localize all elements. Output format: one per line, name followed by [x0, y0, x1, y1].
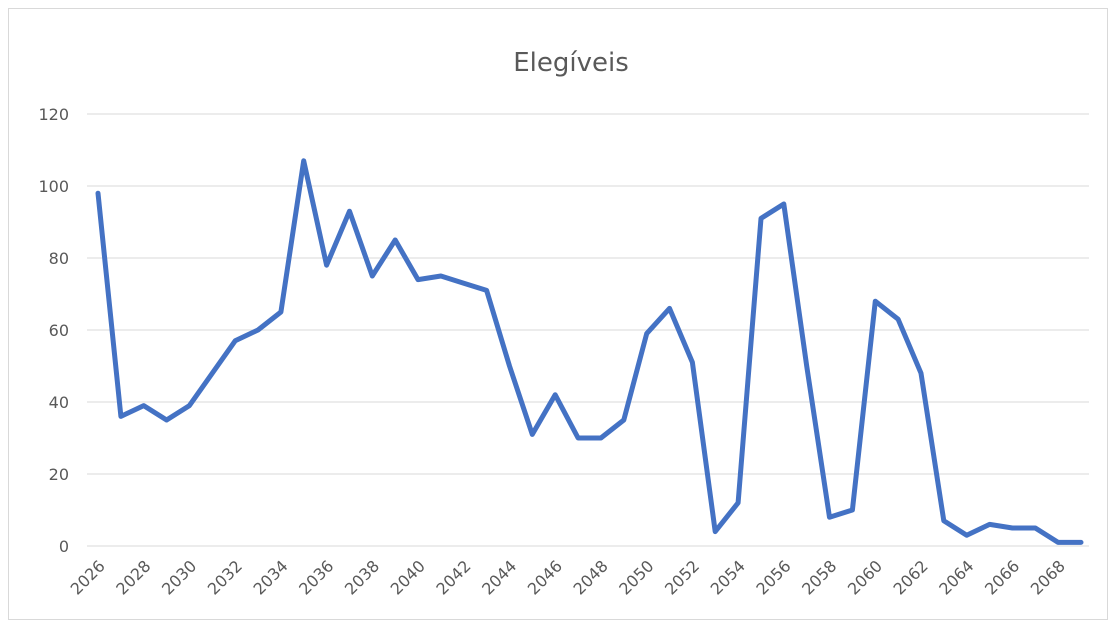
series-line: [95, 158, 1084, 545]
x-tick-label: 2030: [158, 556, 200, 598]
data-point: [164, 418, 169, 423]
data-point: [210, 371, 215, 376]
x-tick-label: 2064: [935, 556, 977, 598]
y-tick-label: 100: [38, 177, 69, 196]
data-point: [187, 403, 192, 408]
data-point: [918, 371, 923, 376]
data-point: [530, 432, 535, 437]
data-point: [758, 216, 763, 221]
data-point: [804, 364, 809, 369]
data-point: [370, 274, 375, 279]
x-tick-label: 2046: [524, 556, 566, 598]
x-tick-label: 2068: [1027, 556, 1069, 598]
data-point: [256, 328, 261, 333]
x-tick-label: 2038: [341, 556, 383, 598]
data-point: [1033, 526, 1038, 531]
x-tick-label: 2050: [615, 556, 657, 598]
data-point: [576, 436, 581, 441]
x-tick-label: 2026: [67, 556, 109, 598]
data-point: [553, 392, 558, 397]
data-point: [393, 238, 398, 243]
x-tick-label: 2066: [981, 556, 1023, 598]
data-point: [301, 158, 306, 163]
data-point: [118, 414, 123, 419]
data-point: [1010, 526, 1015, 531]
data-point: [598, 436, 603, 441]
x-tick-label: 2040: [387, 556, 429, 598]
data-point: [827, 515, 832, 520]
x-tick-label: 2042: [432, 556, 474, 598]
x-tick-label: 2044: [478, 556, 520, 598]
y-tick-label: 60: [49, 321, 69, 340]
x-tick-label: 2060: [844, 556, 886, 598]
data-point: [964, 533, 969, 538]
data-point: [1079, 540, 1084, 545]
data-point: [438, 274, 443, 279]
data-point: [324, 263, 329, 268]
data-point: [507, 364, 512, 369]
data-point: [484, 288, 489, 293]
data-point: [141, 403, 146, 408]
x-tick-label: 2036: [295, 556, 337, 598]
x-tick-label: 2058: [798, 556, 840, 598]
data-point: [667, 306, 672, 311]
x-tick-label: 2032: [204, 556, 246, 598]
x-tick-label: 2062: [890, 556, 932, 598]
y-tick-label: 20: [49, 465, 69, 484]
data-point: [781, 202, 786, 207]
chart-container: Elegíveis 0 20 40 60 80 100 120 2026 2028 2030 20…: [8, 8, 1108, 620]
data-point: [1056, 540, 1061, 545]
data-point: [850, 508, 855, 513]
data-point: [233, 338, 238, 343]
x-tick-label: 2052: [661, 556, 703, 598]
data-point: [461, 281, 466, 286]
data-point: [278, 310, 283, 315]
x-axis-tick-labels: 2026 2028 2030 2032 2034 2036 2038 2040 2042 2044…: [67, 556, 1069, 598]
data-point: [96, 191, 101, 196]
data-point: [621, 418, 626, 423]
chart-title: Elegíveis: [513, 48, 629, 78]
x-tick-label: 2054: [707, 556, 749, 598]
data-point: [736, 500, 741, 505]
x-tick-label: 2028: [112, 556, 154, 598]
data-point: [690, 360, 695, 365]
data-point: [713, 529, 718, 534]
data-point: [416, 277, 421, 282]
data-point: [941, 518, 946, 523]
y-tick-label: 80: [49, 249, 69, 268]
data-point: [896, 317, 901, 322]
x-tick-label: 2034: [249, 556, 291, 598]
x-tick-label: 2048: [570, 556, 612, 598]
data-point: [987, 522, 992, 527]
data-point: [873, 299, 878, 304]
y-tick-label: 40: [49, 393, 69, 412]
data-point: [347, 209, 352, 214]
x-tick-label: 2056: [752, 556, 794, 598]
data-point: [644, 331, 649, 336]
y-axis-tick-labels: 0 20 40 60 80 100 120: [38, 105, 69, 556]
series-layer: [95, 158, 1084, 545]
y-tick-label: 120: [38, 105, 69, 124]
y-tick-label: 0: [59, 537, 69, 556]
